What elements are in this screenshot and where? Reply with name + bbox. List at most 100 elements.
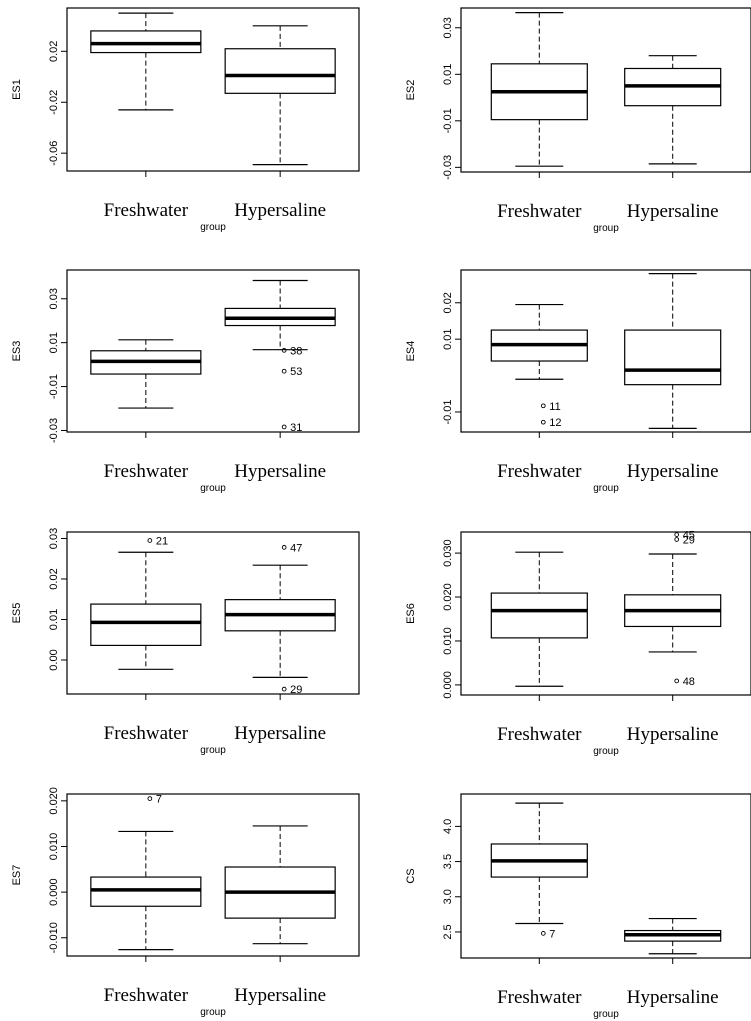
y-tick-label: 2.5 (442, 924, 454, 939)
outlier-point (674, 537, 680, 542)
x-category-label: Freshwater (497, 987, 582, 1008)
x-category-label: Freshwater (497, 201, 582, 222)
y-tick-label: -0.06 (48, 141, 60, 166)
y-tick-label: 0.03 (48, 288, 60, 309)
y-tick-label: 0.01 (48, 332, 60, 353)
box (624, 917, 722, 955)
outlier-label: 53 (290, 366, 302, 378)
y-axis-label: ES3 (11, 341, 23, 362)
plot-frame (66, 269, 360, 433)
box-body (90, 30, 202, 54)
box (224, 279, 336, 351)
y-tick-label: 0.000 (442, 671, 454, 699)
box (490, 802, 588, 925)
x-axis-label: group (593, 1009, 619, 1020)
box (490, 303, 588, 380)
x-axis-label: group (200, 483, 226, 494)
x-axis-label: group (200, 1007, 226, 1018)
y-tick-label: 0.000 (48, 878, 60, 906)
y-axis-label: ES6 (405, 603, 417, 624)
y-axis-label: ES5 (11, 603, 23, 624)
y-tick-label: 0.03 (48, 528, 60, 549)
y-tick-label: 0.00 (48, 649, 60, 670)
x-category-label: Freshwater (497, 724, 582, 745)
plot-frame (460, 269, 751, 433)
y-tick-label: -0.02 (48, 90, 60, 115)
box (490, 551, 588, 687)
y-tick-label: 0.02 (442, 292, 454, 313)
box-body (90, 603, 202, 647)
y-tick-label: 0.01 (48, 609, 60, 630)
x-category-label: Freshwater (497, 461, 582, 482)
outlier-point (281, 368, 287, 374)
outlier-point (147, 538, 153, 543)
box (224, 825, 336, 945)
x-category-label: Freshwater (104, 200, 189, 221)
x-category-label: Freshwater (104, 723, 189, 744)
x-axis-label: group (593, 223, 619, 234)
chart-panel: 4.0 3.5 3.0 2.5 CS Freshwater Hypersaline group… (405, 793, 751, 1020)
y-tick-label: 0.030 (442, 539, 454, 567)
box (90, 12, 202, 111)
x-category-label: Hypersaline (627, 987, 719, 1008)
outlier-point (674, 678, 680, 684)
y-tick-label: -0.03 (442, 155, 454, 180)
chart-panel: 0.03 0.02 0.01 0.00 ES5 Freshwater Hypersaline… (11, 528, 360, 756)
x-category-label: Hypersaline (627, 201, 719, 222)
y-axis-label: ES7 (11, 865, 23, 886)
y-tick-label: 0.01 (442, 328, 454, 349)
y-tick-label: 3.0 (442, 889, 454, 904)
outlier-label: 38 (290, 345, 302, 357)
x-category-label: Freshwater (104, 461, 189, 482)
outlier-point (281, 424, 287, 430)
box (90, 551, 202, 670)
y-axis-label: ES1 (11, 79, 23, 100)
outlier-point (281, 347, 287, 353)
y-axis-label: ES2 (405, 80, 417, 101)
y-tick-label: 0.02 (48, 41, 60, 62)
y-tick-label: -0.010 (48, 922, 60, 953)
plot-frame (66, 793, 360, 957)
box-body (624, 329, 722, 386)
x-category-label: Freshwater (104, 985, 189, 1006)
x-category-label: Hypersaline (234, 461, 326, 482)
outlier-label: 45 (683, 530, 695, 542)
chart-panel: 0.030 0.020 0.010 0.000 ES6 Freshwater Hypersa… (405, 530, 751, 757)
box-body (490, 592, 588, 639)
box (90, 830, 202, 951)
box (224, 25, 336, 166)
outlier-point (540, 403, 546, 409)
outlier-point (540, 419, 546, 425)
chart-panel: 0.02 0.01 -0.01 ES4 Freshwater Hypersaline gro… (405, 269, 751, 494)
plot-frame (460, 531, 751, 696)
outlier-label: 11 (549, 401, 560, 413)
box (624, 55, 722, 165)
outlier-point (147, 796, 153, 801)
box (624, 553, 722, 653)
x-category-label: Hypersaline (234, 723, 326, 744)
outlier-label: 48 (683, 676, 695, 688)
box-body (224, 48, 336, 94)
x-category-label: Hypersaline (627, 461, 719, 482)
chart-panel: 0.02 -0.02 -0.06 ES1 Freshwater Hypersaline gr… (11, 7, 360, 233)
outlier-point (281, 686, 287, 692)
chart-panel: 0.03 0.01 -0.01 -0.03 ES2 Freshwater Hypersali… (405, 7, 751, 234)
box-body (90, 876, 202, 907)
y-tick-label: 0.020 (442, 583, 454, 611)
outlier-label: 7 (156, 794, 162, 806)
plot-frame (460, 7, 751, 173)
plot-frame (460, 793, 751, 959)
y-tick-label: 0.010 (48, 833, 60, 861)
y-axis-label: CS (405, 868, 417, 883)
y-tick-label: 0.010 (442, 627, 454, 655)
chart-panel: 0.020 0.010 0.000 -0.010 ES7 Freshwater Hypers… (11, 787, 360, 1018)
x-axis-label: group (200, 745, 226, 756)
x-category-label: Hypersaline (627, 724, 719, 745)
x-axis-label: group (200, 222, 226, 233)
x-axis-label: group (593, 746, 619, 757)
y-tick-label: -0.03 (48, 418, 60, 443)
outlier-label: 29 (683, 534, 695, 546)
outlier-point (540, 931, 546, 936)
box (624, 273, 722, 429)
